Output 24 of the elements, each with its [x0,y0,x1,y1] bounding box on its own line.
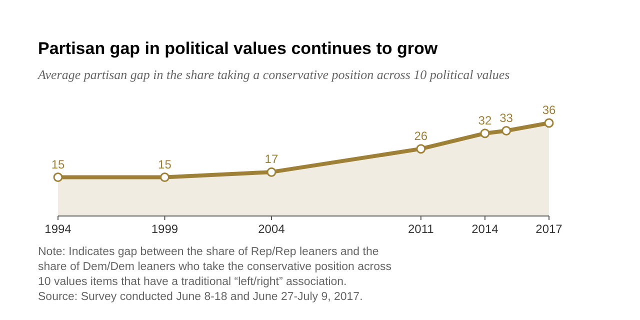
chart-title: Partisan gap in political values continues to grow [38,39,438,58]
chart-subtitle: Average partisan gap in the share taking a conservative position across 10 political values [37,67,510,82]
point [480,128,490,138]
data-label: 32 [478,113,492,128]
data-label: 15 [51,157,65,172]
x-tick-label: 2017 [536,222,563,236]
x-tick-label: 1999 [151,222,178,236]
x-tick-label: 2011 [408,222,434,236]
x-tick-label: 1994 [44,222,72,236]
point [266,167,276,177]
data-label: 36 [542,103,556,117]
x-tick-label: 2014 [472,222,499,236]
point [544,118,554,128]
source-note: Source: Survey conducted June 8-18 and June 27-July 9, 2017. [38,291,363,303]
data-label: 17 [264,152,278,166]
point [53,172,63,182]
data-label: 33 [500,110,514,125]
text: Note: Indicates gap between the share of Rep/Rep leaners and the share of Dem/Dem leaners who take the conservative position across 10 values items that have a traditional “left/right” association. [38,246,392,288]
point [502,126,512,136]
point [160,172,170,182]
data-label: 15 [158,157,172,172]
x-tick-label: 2004 [258,222,286,236]
point [416,144,426,154]
data-label: 26 [414,128,428,143]
